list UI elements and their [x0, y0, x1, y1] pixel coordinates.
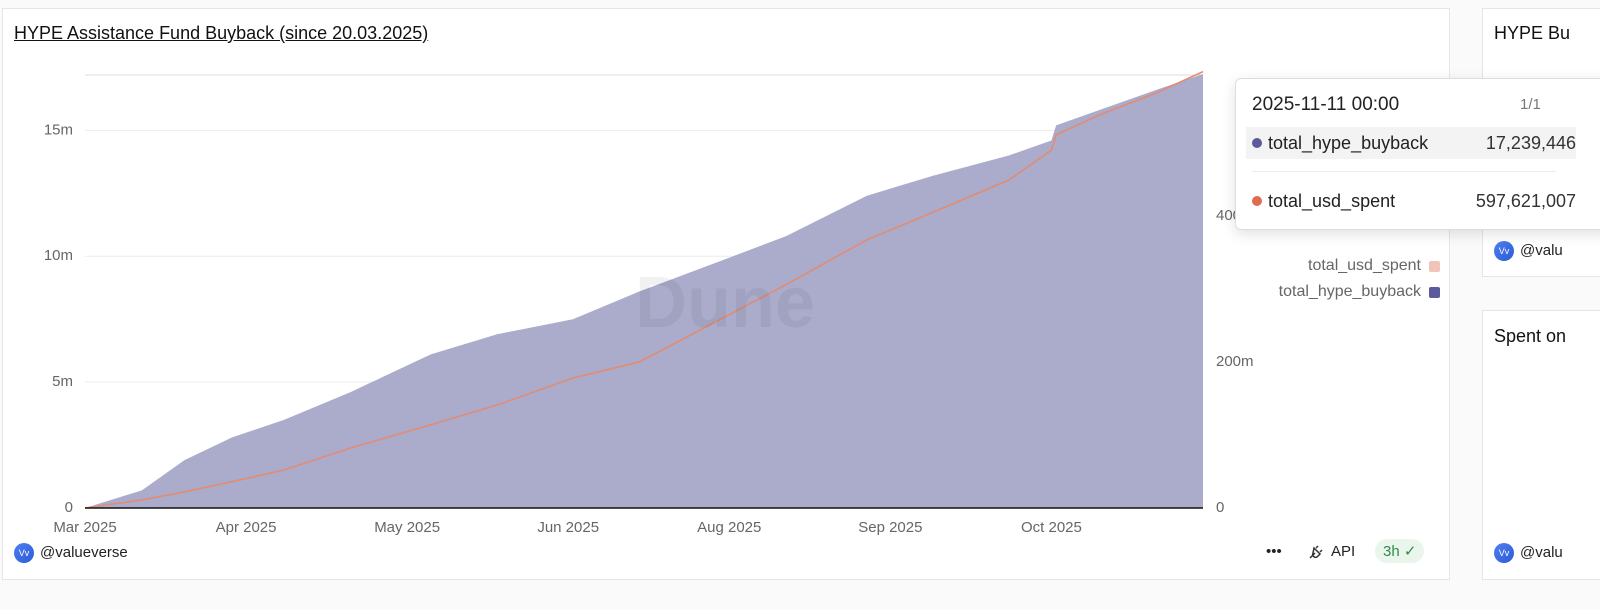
x-tick-label: Apr 2025 [216, 519, 277, 536]
avatar: Vv [1494, 241, 1514, 261]
legend-swatch [1429, 260, 1440, 272]
tooltip-name: total_usd_spent [1268, 190, 1396, 211]
tooltip: 2025-11-11 00:00 1/1 total_hype_buyback 1… [1235, 78, 1600, 230]
legend: total_usd_spent total_hype_buyback [1240, 253, 1440, 305]
y-tick-label: 10m [44, 247, 73, 264]
x-tick-label: Jun 2025 [537, 519, 599, 536]
x-tick-label: Aug 2025 [697, 519, 761, 536]
y-tick-label: 0 [65, 499, 73, 516]
refresh-age: 3h [1383, 543, 1400, 560]
author-name: @valu [1520, 543, 1563, 561]
side-title[interactable]: Spent on [1494, 326, 1567, 346]
y2-tick-label: 200m [1216, 353, 1254, 370]
legend-label: total_usd_spent [1308, 257, 1421, 274]
area [85, 74, 1203, 509]
tooltip-row: total_hype_buyback 17,239,446 [1246, 127, 1576, 159]
tooltip-value: 597,621,007 [1475, 190, 1576, 211]
line [84, 70, 1204, 509]
author-name: @valu [1520, 241, 1563, 259]
tooltip-page: 1/1 [1520, 96, 1541, 113]
tooltip-divider [1252, 171, 1556, 172]
y-tick-label: 5m [52, 373, 73, 390]
x-tick-label: Oct 2025 [1021, 519, 1082, 536]
x-tick-label: May 2025 [374, 519, 440, 536]
avatar: Vv [14, 543, 34, 563]
watermark: Dune [635, 263, 815, 343]
tooltip-value: 17,239,446 [1485, 132, 1576, 153]
y2-tick-label: 0 [1216, 499, 1224, 516]
api-icon [1309, 545, 1323, 559]
legend-item[interactable]: total_usd_spent [1240, 253, 1440, 279]
tooltip-row: total_usd_spent 597,621,007 [1246, 185, 1576, 217]
api-label: API [1331, 543, 1356, 560]
side-author[interactable]: Vv @valu [1494, 241, 1563, 261]
side-card: Spent on Vv @valu [1482, 310, 1600, 580]
refresh-badge[interactable]: 3h ✓ [1375, 539, 1425, 563]
legend-label: total_hype_buyback [1278, 283, 1421, 300]
legend-swatch [1429, 286, 1440, 298]
tooltip-dot [1252, 196, 1262, 206]
tooltip-title: 2025-11-11 00:00 [1252, 94, 1400, 115]
x-tick-label: Sep 2025 [858, 519, 922, 536]
legend-item[interactable]: total_hype_buyback [1240, 279, 1440, 305]
side-title[interactable]: HYPE Bu [1494, 23, 1571, 43]
x-tick-label: Mar 2025 [53, 519, 116, 536]
tooltip-dot [1252, 138, 1262, 148]
more-button[interactable]: ••• [1266, 543, 1282, 560]
chart-title[interactable]: HYPE Assistance Fund Buyback (since 20.0… [14, 23, 429, 43]
author-name: @valueverse [40, 543, 128, 561]
side-author[interactable]: Vv @valu [1494, 543, 1563, 563]
author[interactable]: Vv @valueverse [14, 543, 128, 563]
y-tick-label: 15m [44, 121, 73, 138]
tooltip-name: total_hype_buyback [1268, 132, 1429, 153]
avatar: Vv [1494, 543, 1514, 563]
api-button[interactable]: API [1307, 543, 1355, 561]
